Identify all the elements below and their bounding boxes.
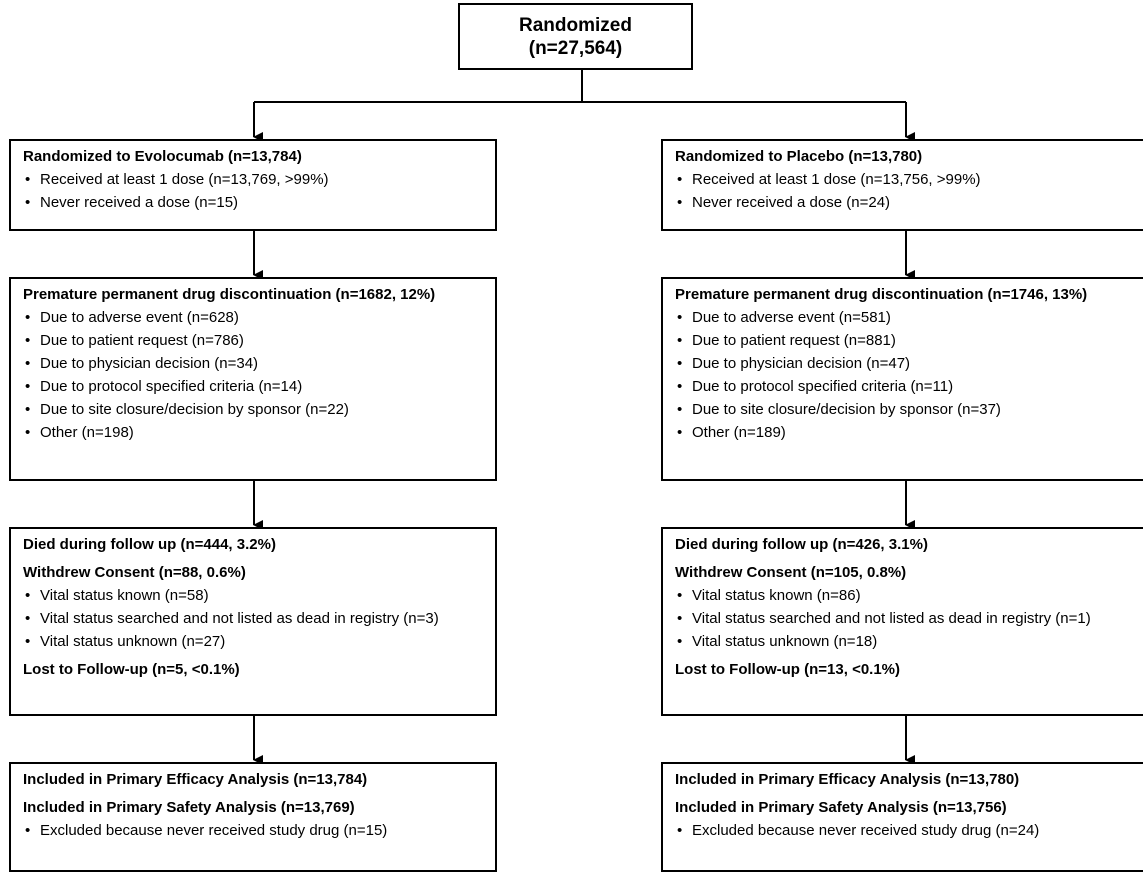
right-randomized-heading: Randomized to Placebo (n=13,780) [675, 148, 923, 165]
right-randomized-list: Received at least 1 dose (n=13,756, >99%… [675, 168, 1143, 214]
root-title: Randomized [519, 15, 632, 36]
left-safety-heading: Included in Primary Safety Analysis (n=1… [23, 799, 355, 816]
left-randomized-heading: Randomized to Evolocumab (n=13,784) [23, 148, 302, 165]
left-efficacy-heading: Included in Primary Efficacy Analysis (n… [23, 771, 368, 788]
left-followup-box: Died during follow up (n=444, 3.2%) With… [9, 527, 497, 716]
right-randomized-box: Randomized to Placebo (n=13,780) Receive… [661, 139, 1143, 231]
left-discontinuation-box: Premature permanent drug discontinuation… [9, 277, 497, 481]
list-item: Other (n=189) [675, 421, 1143, 444]
list-item: Due to adverse event (n=581) [675, 306, 1143, 329]
list-item: Vital status unknown (n=27) [23, 630, 495, 653]
list-item: Due to patient request (n=881) [675, 329, 1143, 352]
list-item: Vital status known (n=86) [675, 584, 1143, 607]
right-efficacy-heading: Included in Primary Efficacy Analysis (n… [675, 771, 1020, 788]
list-item: Due to protocol specified criteria (n=14… [23, 375, 495, 398]
root-count: (n=27,564) [528, 38, 623, 59]
left-withdrew-list: Vital status known (n=58) Vital status s… [23, 584, 495, 653]
list-item: Due to site closure/decision by sponsor … [675, 398, 1143, 421]
right-analysis-list: Excluded because never received study dr… [675, 819, 1143, 842]
list-item: Never received a dose (n=24) [675, 191, 1143, 214]
list-item: Vital status unknown (n=18) [675, 630, 1143, 653]
left-discontinuation-heading: Premature permanent drug discontinuation… [23, 286, 436, 303]
right-died-heading: Died during follow up (n=426, 3.1%) [675, 536, 928, 553]
left-withdrew-heading: Withdrew Consent (n=88, 0.6%) [23, 564, 246, 581]
list-item: Due to physician decision (n=34) [23, 352, 495, 375]
right-discontinuation-box: Premature permanent drug discontinuation… [661, 277, 1143, 481]
right-discontinuation-heading: Premature permanent drug discontinuation… [675, 286, 1088, 303]
list-item: Excluded because never received study dr… [675, 819, 1143, 842]
left-died-heading: Died during follow up (n=444, 3.2%) [23, 536, 276, 553]
right-analysis-box: Included in Primary Efficacy Analysis (n… [661, 762, 1143, 872]
list-item: Due to protocol specified criteria (n=11… [675, 375, 1143, 398]
right-lost-heading: Lost to Follow-up (n=13, <0.1%) [675, 661, 901, 678]
list-item: Vital status searched and not listed as … [23, 607, 495, 630]
list-item: Received at least 1 dose (n=13,756, >99%… [675, 168, 1143, 191]
left-lost-heading: Lost to Follow-up (n=5, <0.1%) [23, 661, 240, 678]
right-withdrew-heading: Withdrew Consent (n=105, 0.8%) [675, 564, 907, 581]
right-withdrew-list: Vital status known (n=86) Vital status s… [675, 584, 1143, 653]
right-safety-heading: Included in Primary Safety Analysis (n=1… [675, 799, 1007, 816]
list-item: Excluded because never received study dr… [23, 819, 495, 842]
list-item: Due to site closure/decision by sponsor … [23, 398, 495, 421]
left-randomized-list: Received at least 1 dose (n=13,769, >99%… [23, 168, 495, 214]
left-randomized-box: Randomized to Evolocumab (n=13,784) Rece… [9, 139, 497, 231]
list-item: Received at least 1 dose (n=13,769, >99%… [23, 168, 495, 191]
list-item: Due to physician decision (n=47) [675, 352, 1143, 375]
right-followup-box: Died during follow up (n=426, 3.1%) With… [661, 527, 1143, 716]
list-item: Never received a dose (n=15) [23, 191, 495, 214]
list-item: Vital status searched and not listed as … [675, 607, 1143, 630]
randomized-root-box: Randomized (n=27,564) [458, 3, 693, 70]
left-analysis-box: Included in Primary Efficacy Analysis (n… [9, 762, 497, 872]
list-item: Due to adverse event (n=628) [23, 306, 495, 329]
right-discontinuation-list: Due to adverse event (n=581) Due to pati… [675, 306, 1143, 444]
list-item: Other (n=198) [23, 421, 495, 444]
list-item: Vital status known (n=58) [23, 584, 495, 607]
list-item: Due to patient request (n=786) [23, 329, 495, 352]
left-analysis-list: Excluded because never received study dr… [23, 819, 495, 842]
left-discontinuation-list: Due to adverse event (n=628) Due to pati… [23, 306, 495, 444]
